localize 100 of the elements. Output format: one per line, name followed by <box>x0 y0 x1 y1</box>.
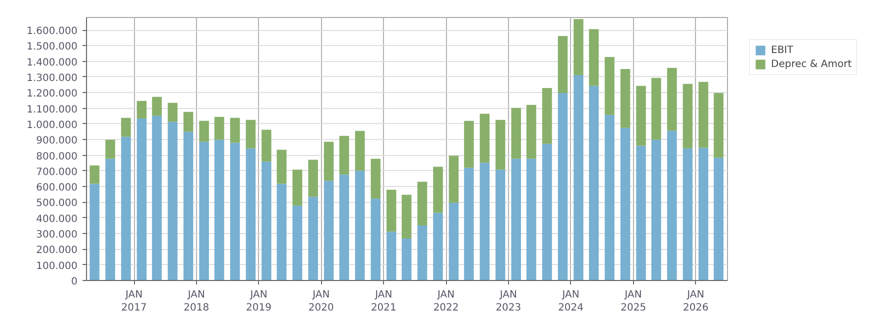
y-tick-label: 500.000 <box>36 198 78 210</box>
y-tick-label: 600.000 <box>36 182 78 194</box>
y-tick-label: 0 <box>71 276 78 288</box>
bar <box>355 130 365 171</box>
y-tick-label: 1.000.000 <box>26 120 78 131</box>
bar <box>292 206 302 280</box>
bar <box>574 19 584 75</box>
x-tick-label: JAN 2023 <box>496 290 522 313</box>
bar <box>308 196 318 280</box>
bar <box>558 92 568 280</box>
bar <box>542 144 552 280</box>
bar <box>667 130 677 280</box>
bar <box>417 182 428 226</box>
bar <box>386 232 396 280</box>
bar <box>246 120 256 148</box>
bar <box>402 238 412 280</box>
x-tick-label: JAN 2021 <box>370 290 396 313</box>
x-tick-label: JAN 2025 <box>620 290 646 313</box>
bar <box>620 128 630 280</box>
bar <box>136 100 147 118</box>
bar <box>604 114 614 280</box>
bar <box>480 114 490 163</box>
y-tick-label: 1.200.000 <box>26 88 78 100</box>
bar <box>698 82 708 148</box>
y-tick-label: 1.500.000 <box>26 42 78 53</box>
bar <box>183 112 194 132</box>
y-tick-label: 1.100.000 <box>26 104 78 116</box>
bar <box>526 104 536 159</box>
bar <box>355 170 365 280</box>
x-tick-label: JAN 2020 <box>308 290 334 313</box>
bar <box>246 148 256 280</box>
y-tick-label: 800.000 <box>36 151 78 162</box>
bar <box>386 190 396 232</box>
bar <box>682 148 693 280</box>
bar <box>714 158 724 280</box>
bar <box>152 116 162 280</box>
bar <box>464 120 474 168</box>
bar <box>339 174 350 280</box>
x-tick-label: JAN 2024 <box>558 290 584 313</box>
bar <box>698 148 708 280</box>
bar <box>339 136 350 175</box>
bar <box>90 184 100 280</box>
bar <box>152 96 162 116</box>
y-tick-label: 1.600.000 <box>26 26 78 38</box>
bar <box>183 132 194 280</box>
bar <box>417 226 428 280</box>
bar <box>370 198 381 280</box>
y-tick-label: 100.000 <box>36 260 78 272</box>
y-tick-label: 1.400.000 <box>26 57 78 68</box>
legend-label: Deprec & Amort <box>771 58 852 70</box>
bar <box>511 108 521 159</box>
bar <box>448 202 459 280</box>
x-tick-label: JAN 2022 <box>433 290 459 313</box>
bar <box>526 158 536 280</box>
bar <box>105 140 116 159</box>
y-tick-label: 1.300.000 <box>26 72 78 84</box>
bar <box>542 88 552 144</box>
bar <box>589 86 599 280</box>
bar <box>496 170 506 280</box>
bar <box>292 170 302 206</box>
bar <box>433 166 443 213</box>
bar <box>168 122 178 280</box>
bar <box>324 180 334 280</box>
x-tick-label: JAN 2019 <box>246 290 272 313</box>
bar <box>262 162 272 280</box>
bar <box>651 140 662 280</box>
bar <box>136 118 147 280</box>
bar <box>199 120 209 142</box>
bar <box>308 160 318 197</box>
bar <box>276 150 287 184</box>
x-tick-label: JAN 2017 <box>121 290 147 313</box>
bar <box>433 212 443 280</box>
bar <box>214 140 224 280</box>
bar <box>636 146 646 280</box>
bar <box>620 69 630 128</box>
x-tick-label: JAN 2026 <box>682 290 708 313</box>
bar <box>230 118 240 143</box>
bar <box>214 116 224 140</box>
legend-label: EBIT <box>771 44 794 56</box>
bar <box>448 156 459 203</box>
bar <box>604 56 614 115</box>
bar <box>402 194 412 239</box>
bar <box>121 136 131 280</box>
bar <box>230 142 240 280</box>
bar <box>324 142 334 181</box>
bar <box>511 158 521 280</box>
bar <box>276 184 287 280</box>
bar <box>636 86 646 146</box>
bar <box>496 120 506 170</box>
y-tick-label: 700.000 <box>36 166 78 178</box>
bar <box>121 118 131 137</box>
bar <box>168 102 178 122</box>
y-tick-label: 900.000 <box>36 136 78 147</box>
bar <box>651 78 662 140</box>
bar <box>682 84 693 148</box>
x-tick-label: JAN 2018 <box>184 290 210 313</box>
bar <box>558 36 568 93</box>
bar <box>370 158 381 199</box>
bar <box>714 92 724 158</box>
bar <box>464 168 474 280</box>
